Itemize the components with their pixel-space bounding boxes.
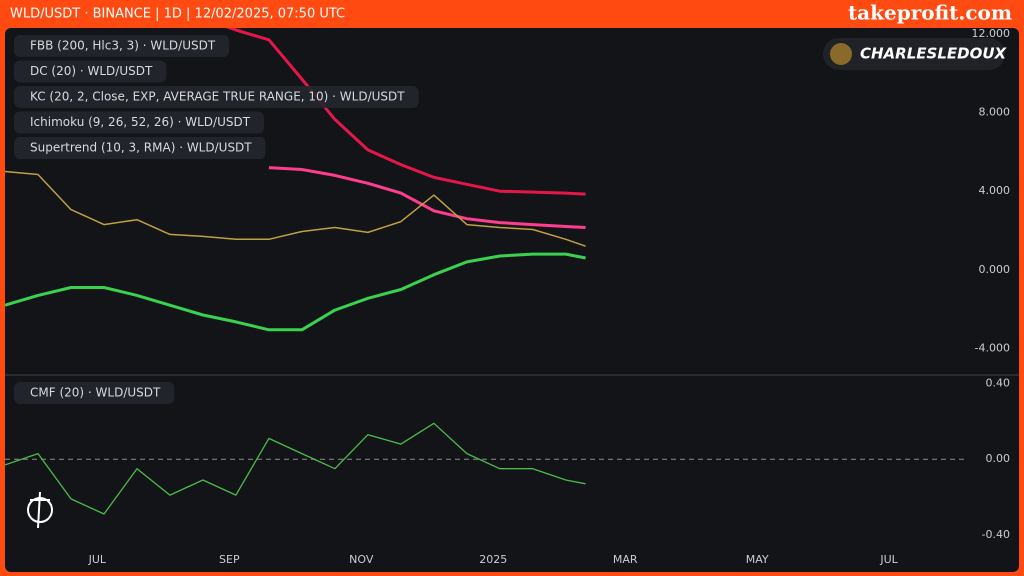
y-tick-label: -4.000	[975, 341, 1010, 354]
indicator-label: Ichimoku (9, 26, 52, 26) · WLD/USDT	[30, 115, 251, 129]
series-line	[5, 252, 586, 332]
plot-area	[5, 422, 586, 515]
brand[interactable]: takeprofit.com	[848, 1, 1012, 25]
y-tick-label: 0.000	[979, 263, 1011, 276]
chart-panel	[5, 28, 1019, 572]
indicator-badge	[14, 86, 419, 108]
y-tick-label: 4.000	[979, 184, 1011, 197]
x-tick-label: 2025	[479, 553, 507, 566]
indicator-label: DC (20) · WLD/USDT	[30, 64, 153, 78]
avatar	[830, 43, 852, 65]
series-line	[268, 166, 586, 229]
plot-area	[5, 28, 586, 332]
header-title: WLD/USDT · BINANCE | 1D | 12/02/2025, 07…	[10, 7, 345, 22]
series-line	[5, 422, 586, 515]
series-line	[225, 28, 586, 196]
x-tick-label: MAY	[746, 553, 769, 566]
watermark: CHARLESLEDOUX	[860, 45, 1008, 63]
x-tick-label: MAR	[613, 553, 638, 566]
indicator-label: Supertrend (10, 3, RMA) · WLD/USDT	[30, 141, 252, 155]
y-tick-label: -0.40	[982, 528, 1010, 541]
indicator-badge	[14, 111, 265, 134]
y-tick-label: 0.40	[986, 377, 1011, 390]
indicator-badge	[14, 137, 266, 159]
indicator-label: CMF (20) · WLD/USDT	[30, 386, 161, 400]
indicator-label: FBB (200, Hlc3, 3) · WLD/USDT	[30, 39, 216, 53]
indicator-badge	[14, 60, 167, 83]
watermark-badge	[823, 38, 1005, 70]
indicator-badge	[14, 382, 175, 404]
indicator-badge	[14, 35, 230, 57]
y-tick-label: 0.00	[986, 452, 1011, 465]
x-tick-label: JUL	[88, 553, 107, 566]
x-tick-label: JUL	[879, 553, 898, 566]
series-line	[5, 170, 586, 247]
logo	[27, 491, 53, 529]
x-tick-label: SEP	[219, 553, 240, 566]
indicator-label: KC (20, 2, Close, EXP, AVERAGE TRUE RANG…	[30, 90, 405, 104]
y-tick-label: 8.000	[979, 106, 1011, 119]
y-tick-label: 12.000	[972, 27, 1011, 40]
x-tick-label: NOV	[349, 553, 374, 566]
